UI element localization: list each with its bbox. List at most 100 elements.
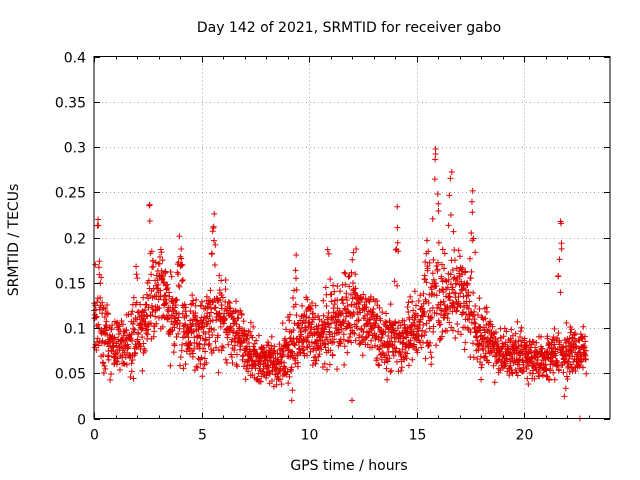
data-point <box>183 330 190 337</box>
data-point <box>358 296 365 303</box>
data-point <box>387 301 394 308</box>
data-point <box>430 256 437 263</box>
data-point <box>468 230 475 237</box>
data-point <box>306 314 313 321</box>
data-point <box>152 259 159 266</box>
data-point <box>323 302 330 309</box>
data-point <box>318 346 325 353</box>
data-point <box>108 370 115 377</box>
data-point <box>353 245 360 252</box>
data-point <box>292 357 299 364</box>
data-point <box>331 288 338 295</box>
data-point <box>320 331 327 338</box>
data-point <box>447 211 454 218</box>
data-point <box>251 346 258 353</box>
data-point <box>409 356 416 363</box>
data-point <box>170 349 177 356</box>
data-point <box>551 376 558 383</box>
data-point <box>179 261 186 268</box>
data-point <box>159 273 166 280</box>
grid-lines <box>94 56 610 419</box>
data-point <box>116 323 123 330</box>
data-point <box>312 360 319 367</box>
data-point <box>283 371 290 378</box>
data-point <box>566 355 573 362</box>
data-point <box>441 265 448 272</box>
data-point <box>463 280 470 287</box>
data-point <box>434 190 441 197</box>
data-point <box>485 359 492 366</box>
data-point <box>130 375 137 382</box>
data-point <box>187 317 194 324</box>
data-point <box>334 366 341 373</box>
data-point <box>317 333 324 340</box>
data-point <box>518 324 525 331</box>
data-point <box>502 360 509 367</box>
data-point <box>201 355 208 362</box>
data-point <box>434 266 441 273</box>
data-point <box>264 339 271 346</box>
data-point <box>166 293 173 300</box>
data-point <box>472 302 479 309</box>
data-point <box>365 320 372 327</box>
data-point <box>437 321 444 328</box>
data-point <box>472 249 479 256</box>
data-point <box>473 329 480 336</box>
data-point <box>217 323 224 330</box>
data-point <box>134 336 141 343</box>
data-point <box>560 369 567 376</box>
data-point <box>288 364 295 371</box>
data-point <box>171 342 178 349</box>
data-point <box>555 272 562 279</box>
data-point <box>299 302 306 309</box>
data-point <box>327 347 334 354</box>
data-point <box>236 323 243 330</box>
data-point <box>438 333 445 340</box>
data-point <box>523 365 530 372</box>
data-point <box>431 291 438 298</box>
data-point <box>123 327 130 334</box>
data-point <box>225 298 232 305</box>
data-point <box>293 275 300 282</box>
data-point <box>198 354 205 361</box>
data-point <box>582 347 589 354</box>
data-point <box>494 338 501 345</box>
data-point <box>360 328 367 335</box>
data-point <box>284 342 291 349</box>
data-point <box>199 373 206 380</box>
data-point <box>303 314 310 321</box>
data-point <box>483 308 490 315</box>
data-point <box>425 248 432 255</box>
data-point <box>315 322 322 329</box>
y-tick-label: 0.15 <box>55 277 86 293</box>
data-point <box>343 313 350 320</box>
data-point <box>310 310 317 317</box>
data-point <box>203 359 210 366</box>
data-point <box>208 325 215 332</box>
data-point <box>147 312 154 319</box>
data-point <box>394 203 401 210</box>
data-point <box>467 329 474 336</box>
data-point <box>435 259 442 266</box>
data-point <box>347 310 354 317</box>
data-point <box>440 298 447 305</box>
data-point <box>119 321 126 328</box>
data-point <box>438 273 445 280</box>
data-point <box>501 325 508 332</box>
data-point <box>425 300 432 307</box>
data-point <box>216 272 223 279</box>
data-point <box>125 343 132 350</box>
data-point <box>219 343 226 350</box>
data-point <box>453 280 460 287</box>
data-point <box>95 321 102 328</box>
data-point <box>385 332 392 339</box>
data-point <box>507 362 514 369</box>
data-point <box>286 373 293 380</box>
data-point <box>341 269 348 276</box>
data-point <box>350 279 357 286</box>
x-axis-label: GPS time / hours <box>290 458 407 474</box>
data-point <box>206 313 213 320</box>
data-point <box>383 365 390 372</box>
data-point <box>298 331 305 338</box>
data-point <box>451 257 458 264</box>
